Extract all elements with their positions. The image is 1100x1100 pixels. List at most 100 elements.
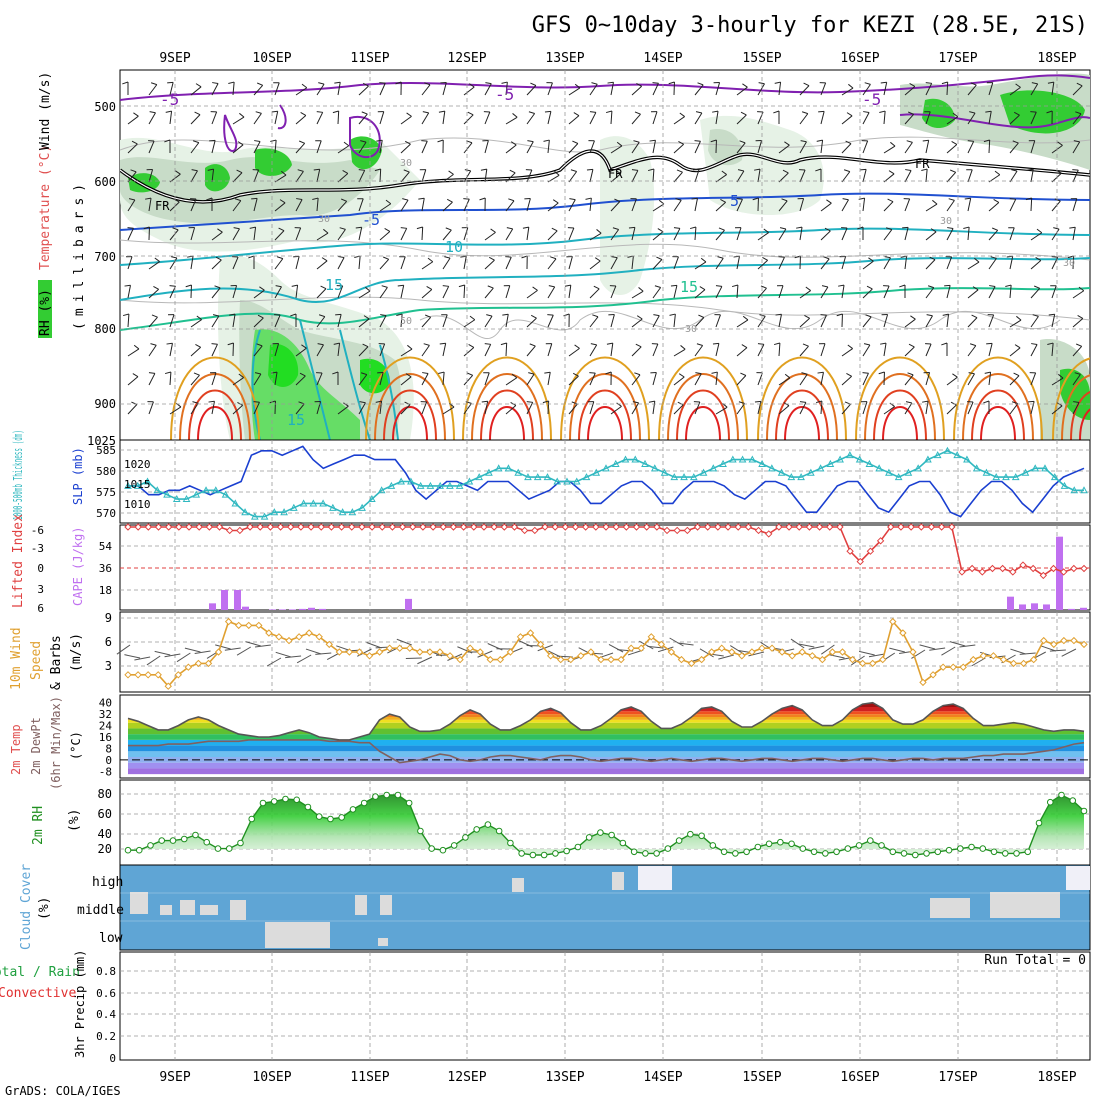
wind-barb-flag xyxy=(885,227,892,231)
thickness-point xyxy=(1060,481,1069,489)
wind-barb-flag xyxy=(437,139,444,143)
wind-barb xyxy=(778,285,784,299)
wind-barb xyxy=(841,115,853,125)
wind-barb xyxy=(232,116,245,125)
wind-barb-flag xyxy=(984,371,991,374)
cloud-gap xyxy=(160,905,172,915)
rh-point xyxy=(450,842,458,849)
upper-grid xyxy=(120,70,1090,440)
rh-point xyxy=(765,840,773,848)
wind-barb xyxy=(799,373,808,386)
wind-barb-flag xyxy=(547,314,554,316)
wind-speed-point xyxy=(456,655,464,664)
wind-barb xyxy=(295,375,306,386)
lifted-index-point xyxy=(805,523,814,531)
lifted-index-point xyxy=(368,523,376,531)
wind-barb xyxy=(274,343,280,357)
wind-barb xyxy=(295,171,304,183)
thickness-point xyxy=(836,455,844,463)
wind-barb-flag xyxy=(589,111,596,113)
wind-speed-point xyxy=(245,621,253,630)
wind-barb-flag xyxy=(528,372,535,375)
thickness-point xyxy=(533,473,542,481)
ytick-label: 8 xyxy=(105,742,112,755)
wind-barb-flag xyxy=(1014,344,1021,349)
wind-barb-flag xyxy=(1011,401,1018,405)
wind-barb xyxy=(941,646,956,656)
wind-barb-flag xyxy=(342,170,349,174)
wind-barb-flag xyxy=(379,82,386,84)
wind-barb xyxy=(1051,377,1064,386)
wind-barb xyxy=(589,112,597,125)
wind-barb-flag xyxy=(824,227,831,232)
wind-barb-flag xyxy=(297,169,304,172)
wind-barb-flag xyxy=(234,198,241,202)
contour-label: FR xyxy=(608,167,623,181)
lifted-index-point xyxy=(602,523,610,531)
lifted-index-point xyxy=(917,523,925,531)
contour-label: 30 xyxy=(940,216,952,227)
wind-grid xyxy=(120,612,1090,692)
ytick-label: 24 xyxy=(99,720,113,733)
wind-barb-flag xyxy=(880,81,887,84)
cloud-level-high: high xyxy=(92,875,123,890)
thickness-point xyxy=(133,481,142,489)
wind-barb xyxy=(1072,169,1079,183)
wind-barb xyxy=(778,342,781,357)
wind-barb xyxy=(946,314,950,328)
wind-barb-flag xyxy=(925,82,932,84)
wind-barb-flag xyxy=(466,372,473,376)
wind-barb-flag xyxy=(930,228,937,233)
rh-point xyxy=(675,837,683,844)
wind-axis-label-4: (m/s) xyxy=(69,633,84,672)
wind-barb-flag xyxy=(259,286,265,291)
wind-barb xyxy=(442,229,452,241)
thickness-point xyxy=(319,499,327,507)
thickness-point xyxy=(1002,473,1010,481)
wind-barb-flag xyxy=(124,284,131,287)
wind-barb xyxy=(266,657,282,667)
wind-barb-flag xyxy=(779,227,787,230)
wind-barb-flag xyxy=(669,313,676,316)
cloud-level-middle: middle xyxy=(77,903,124,918)
wind-barb xyxy=(315,652,332,655)
contour-label: 30 xyxy=(685,324,697,335)
wind-barb-flag xyxy=(269,400,276,404)
wind-barb xyxy=(379,140,383,154)
rh-point xyxy=(956,845,964,852)
lifted-index-point xyxy=(754,526,763,535)
wind-barb-flag xyxy=(249,226,256,229)
rh-point xyxy=(709,842,717,849)
thickness-point xyxy=(250,512,259,520)
wind-barb-flag xyxy=(505,256,512,258)
wind-barb xyxy=(736,375,747,386)
wind-barb xyxy=(694,141,701,154)
ytick-label: 700 xyxy=(94,250,116,264)
wind-barb-flag xyxy=(358,169,365,171)
ytick-label: -6 xyxy=(31,524,44,537)
rh-point xyxy=(642,850,649,857)
wind-barb xyxy=(211,140,216,154)
wind-barb xyxy=(484,83,492,96)
wind-barb xyxy=(949,641,966,647)
thickness-point xyxy=(582,473,591,481)
wind-barb-flag xyxy=(424,82,431,86)
wind-barb xyxy=(547,202,559,212)
thickness-point xyxy=(904,468,913,476)
wind-speed-point xyxy=(295,633,303,641)
wind-barb-flag xyxy=(1073,401,1080,404)
lifted-index-point xyxy=(815,523,824,531)
wind-barb xyxy=(127,348,140,357)
wind-barb-flag xyxy=(944,284,951,287)
wind-barb-flag xyxy=(257,314,264,319)
wind-barb xyxy=(253,289,265,299)
wind-barb xyxy=(610,343,614,357)
date-tick-label: 9SEP xyxy=(159,1070,190,1085)
wind-barb-flag xyxy=(133,112,139,117)
wind-barb-flag xyxy=(270,139,277,142)
wind-barb xyxy=(841,375,852,386)
thickness-point xyxy=(826,459,835,467)
wind-barb xyxy=(463,142,473,154)
wind-barb xyxy=(285,655,302,659)
wind-barb xyxy=(967,373,975,386)
